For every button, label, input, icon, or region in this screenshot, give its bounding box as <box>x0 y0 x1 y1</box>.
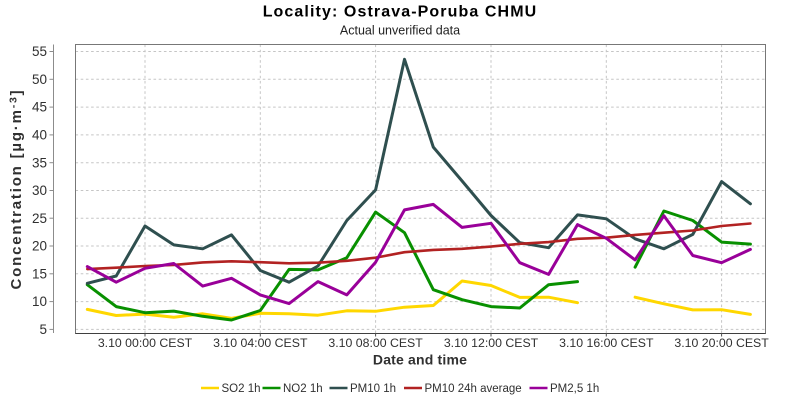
svg-text:SO2 1h: SO2 1h <box>222 383 261 395</box>
svg-text:5: 5 <box>39 322 47 337</box>
svg-text:3.10 00:00 CEST: 3.10 00:00 CEST <box>98 336 193 350</box>
svg-text:Locality: Ostrava-Poruba CHMU: Locality: Ostrava-Poruba CHMU <box>263 4 538 21</box>
svg-text:3.10 16:00 CEST: 3.10 16:00 CEST <box>559 336 654 350</box>
svg-text:Concentration [µg·m-3]: Concentration [µg·m-3] <box>8 89 26 290</box>
svg-text:3.10 20:00 CEST: 3.10 20:00 CEST <box>674 336 769 350</box>
svg-text:15: 15 <box>32 266 47 281</box>
svg-text:3.10 04:00 CEST: 3.10 04:00 CEST <box>213 336 308 350</box>
svg-text:45: 45 <box>32 100 47 115</box>
svg-text:25: 25 <box>32 211 47 226</box>
svg-text:PM2,5 1h: PM2,5 1h <box>550 383 599 395</box>
svg-text:35: 35 <box>32 155 47 170</box>
svg-text:PM10 1h: PM10 1h <box>350 383 396 395</box>
svg-text:10: 10 <box>32 294 47 309</box>
svg-text:50: 50 <box>32 72 47 87</box>
svg-text:30: 30 <box>32 183 47 198</box>
svg-text:PM10 24h average: PM10 24h average <box>425 383 522 395</box>
svg-text:20: 20 <box>32 239 47 254</box>
svg-text:3.10 08:00 CEST: 3.10 08:00 CEST <box>328 336 423 350</box>
svg-text:Date and time: Date and time <box>373 352 467 368</box>
svg-text:NO2 1h: NO2 1h <box>283 383 323 395</box>
svg-text:55: 55 <box>32 44 47 59</box>
svg-text:3.10 12:00 CEST: 3.10 12:00 CEST <box>444 336 539 350</box>
svg-text:40: 40 <box>32 128 47 143</box>
svg-text:Actual unverified data: Actual unverified data <box>340 24 460 38</box>
